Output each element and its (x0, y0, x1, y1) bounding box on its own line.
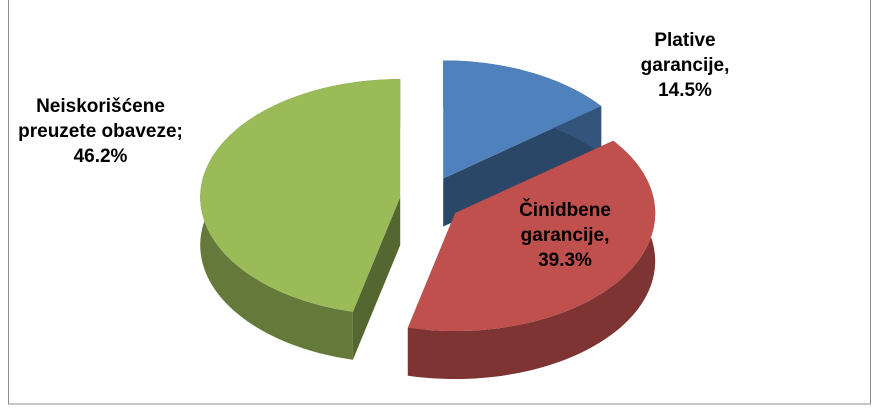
data-label: Plative garancije, 14.5% (620, 28, 750, 103)
category-label: Činidbene garancije, (519, 200, 611, 246)
value-label: 39.3% (538, 250, 592, 271)
pie-slice (443, 60, 602, 179)
category-label: Plative garancije, (640, 30, 730, 76)
data-label: Neiskorišćene preuzete obaveze; 46.2% (18, 94, 183, 169)
slice-tops (200, 60, 656, 332)
value-label: 14.5% (658, 80, 712, 101)
pie-slice (200, 79, 401, 312)
chart-frame (8, 0, 871, 405)
slice-radial-side (443, 106, 602, 227)
pie-slice (407, 140, 656, 332)
slice-radial-side (352, 197, 401, 360)
category-label: Neiskorišćene preuzete obaveze; (18, 96, 183, 142)
data-label: Činidbene garancije, 39.3% (500, 198, 630, 273)
slice-outer-side (407, 140, 656, 380)
value-label: 46.2% (73, 146, 128, 167)
